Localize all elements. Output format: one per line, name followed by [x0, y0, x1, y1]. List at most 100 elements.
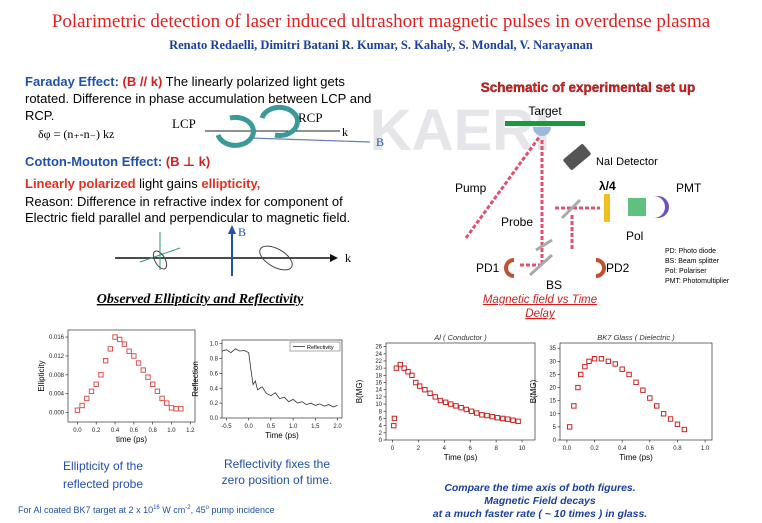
marker	[93, 381, 99, 387]
y-tick-label: 1.0	[210, 342, 219, 348]
label: LCP	[172, 116, 196, 131]
marker	[405, 369, 411, 375]
marker	[654, 403, 660, 409]
x-tick-label: 1.2	[186, 428, 195, 434]
marker	[432, 394, 438, 400]
x-tick-label: 4	[443, 446, 447, 452]
marker	[571, 403, 577, 409]
x-tick-label: 0.4	[111, 428, 120, 434]
marker	[582, 363, 588, 370]
y-tick-label: 0.008	[49, 373, 65, 379]
marker	[422, 387, 428, 393]
comparison: Magnetic Field decays	[484, 495, 596, 507]
plot-frame	[385, 342, 536, 441]
x-tick-label: 0.0	[244, 424, 253, 430]
y-tick-label: 15	[549, 399, 556, 405]
heading: Faraday Effect:	[25, 74, 119, 89]
y-tick-label: 10	[549, 412, 556, 418]
marker	[164, 400, 170, 406]
faraday-line: Faraday Effect: (B // k) The linearly po…	[25, 74, 345, 89]
marker	[598, 356, 605, 362]
y-tick-label: 0.000	[49, 411, 65, 417]
marker	[458, 404, 464, 411]
marker	[409, 372, 415, 379]
label: RCP	[298, 110, 323, 125]
x-tick-label: 0.0	[563, 446, 572, 452]
y-tick-label: 0.012	[49, 354, 65, 360]
footnote: For Al coated BK7 target at 2 x 1016 W c…	[18, 505, 275, 515]
marker	[640, 387, 646, 393]
marker	[468, 408, 475, 414]
text: rotated. Difference in phase accumulatio…	[25, 91, 371, 106]
comparison: at a much faster rate ( ~ 10 times ) in …	[433, 508, 648, 520]
text: RCP.	[25, 108, 54, 123]
x-tick-label: 0.4	[618, 446, 627, 452]
x-tick-label: 0.5	[267, 424, 276, 430]
x-tick-label: 0.8	[148, 428, 157, 434]
text: light gains	[139, 176, 198, 191]
x-tick-label: 0.8	[673, 446, 682, 452]
y-tick-label: 0	[379, 438, 383, 444]
marker	[149, 381, 156, 387]
watermark: KAERI	[370, 98, 550, 163]
x-tick-label: 6	[469, 446, 473, 452]
marker	[117, 336, 123, 343]
polarization-diagram	[205, 104, 371, 148]
text: , 45	[191, 505, 206, 515]
condition: (B // k)	[123, 74, 163, 89]
marker	[121, 341, 128, 347]
text: pump incidence	[209, 505, 275, 515]
heading: Cotton-Mouton Effect:	[25, 154, 162, 169]
marker	[612, 361, 618, 367]
y-axis-label: Ellipticity	[37, 360, 46, 391]
marker	[515, 418, 521, 425]
marker	[397, 361, 403, 368]
authors: Renato Redaelli, Dimitri Batani R. Kumar…	[169, 38, 593, 52]
cm-line: Linearly polarized light gains elliptici…	[25, 176, 260, 191]
legend: PD: Photo diode	[665, 248, 716, 255]
plot-frame	[67, 329, 196, 423]
y-tick-label: 30	[549, 359, 556, 365]
marker	[401, 365, 407, 371]
x-tick-label: 0.0	[73, 428, 82, 434]
x-axis-label: Time (ps)	[265, 431, 299, 440]
x-tick-label: 0.2	[590, 446, 599, 452]
legend-box	[289, 341, 341, 352]
y-axis-label: B(MG)	[355, 379, 364, 403]
legend: BS: Beam splitter	[665, 258, 720, 265]
y-tick-label: 0.004	[49, 392, 65, 398]
marker	[131, 353, 137, 359]
x-axis-label: Time (ps)	[619, 453, 653, 462]
text: The linearly polarized light gets	[166, 74, 346, 89]
text: W cm	[160, 505, 186, 515]
text: Reason: Difference in refractive index f…	[25, 194, 343, 209]
label: BS	[546, 278, 562, 292]
schematic	[464, 121, 669, 278]
y-tick-label: 0.4	[210, 386, 219, 392]
x-tick-label: 0	[391, 446, 395, 452]
label: PD1	[476, 261, 500, 275]
text: For Al coated BK7 target at 2 x 10	[18, 505, 153, 515]
y-tick-label: 0	[553, 438, 557, 444]
y-tick-label: 0.6	[210, 371, 219, 377]
caption: Ellipticity of the	[63, 459, 143, 473]
marker	[74, 407, 81, 413]
marker	[626, 371, 632, 378]
label: k	[345, 251, 351, 265]
label: Target	[528, 104, 562, 118]
cm-line: Cotton-Mouton Effect: (B ⊥ k)	[25, 154, 210, 169]
marker	[586, 358, 592, 365]
caption: zero position of time.	[222, 473, 333, 487]
plot-frame	[221, 339, 343, 419]
section-heading: Observed Ellipticity and Reflectivity	[97, 292, 304, 307]
label: λ/4	[599, 179, 616, 193]
y-tick-label: 20	[375, 366, 382, 372]
x-tick-label: 2.0	[333, 424, 342, 430]
marker	[448, 401, 454, 407]
plot-frame	[559, 342, 713, 441]
marker	[479, 412, 485, 418]
marker	[178, 406, 184, 412]
marker	[681, 426, 688, 433]
caption: reflected probe	[63, 477, 143, 491]
marker	[413, 379, 419, 386]
